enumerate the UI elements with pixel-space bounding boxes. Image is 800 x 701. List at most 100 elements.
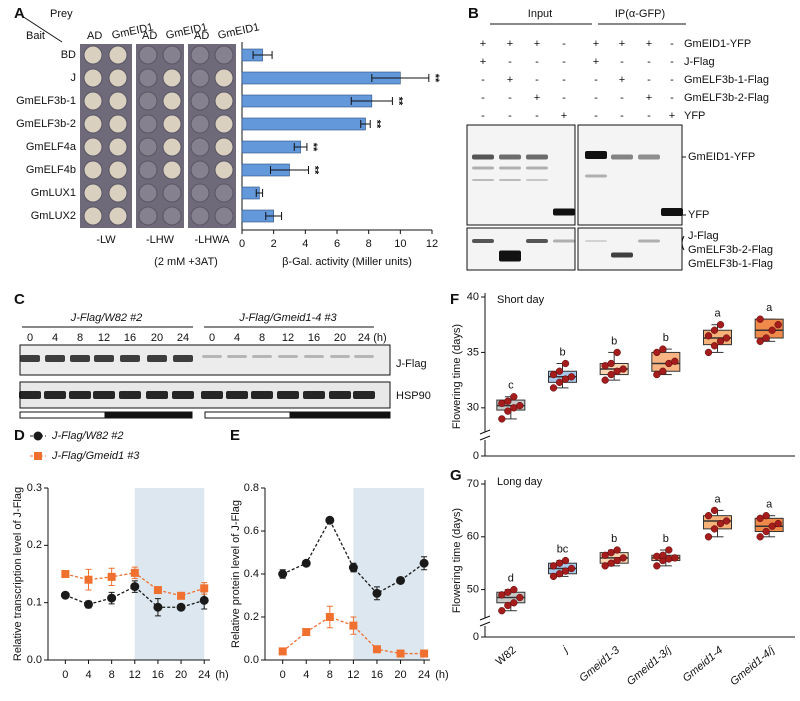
data-point bbox=[200, 584, 209, 593]
data-point bbox=[510, 599, 518, 607]
yeast-spot bbox=[108, 206, 128, 226]
yeast-spot bbox=[162, 114, 182, 134]
x-tick-label: Gmeid1-4 bbox=[681, 644, 726, 684]
x-tick-label: 8 bbox=[327, 669, 333, 681]
data-point bbox=[153, 586, 162, 595]
error-bar bbox=[252, 51, 273, 59]
axis-break bbox=[479, 429, 491, 441]
error-bar bbox=[265, 212, 283, 220]
sign: - bbox=[508, 92, 512, 104]
data-point bbox=[762, 527, 770, 536]
data-point bbox=[756, 315, 764, 323]
data-point bbox=[567, 564, 576, 573]
band bbox=[499, 166, 521, 170]
x-tick-label: 0 bbox=[239, 238, 245, 250]
construct-label: YFP bbox=[684, 110, 705, 122]
column-label: AD bbox=[142, 30, 157, 42]
band bbox=[472, 166, 494, 170]
band bbox=[304, 355, 324, 358]
y-axis-label: Relative transcription level of J-Flag bbox=[12, 487, 24, 661]
sign: - bbox=[620, 92, 624, 104]
data-point bbox=[419, 558, 429, 568]
data-point bbox=[549, 572, 558, 581]
x-tick-label: 8 bbox=[366, 238, 372, 250]
data-point bbox=[84, 575, 93, 584]
bar bbox=[241, 117, 366, 131]
error-bar bbox=[360, 120, 371, 128]
sign: + bbox=[480, 38, 486, 50]
band bbox=[44, 391, 66, 399]
band bbox=[499, 154, 521, 160]
construct-label: J-Flag bbox=[684, 56, 715, 68]
row-label: GmELF4b bbox=[26, 164, 76, 176]
yeast-spot bbox=[190, 160, 210, 180]
blot bbox=[466, 227, 576, 271]
panel-label: D bbox=[14, 427, 25, 444]
sign: - bbox=[508, 110, 512, 122]
band bbox=[472, 154, 494, 160]
data-point bbox=[768, 326, 776, 334]
band bbox=[553, 239, 575, 243]
sign: + bbox=[561, 110, 567, 122]
bait-label: Bait bbox=[26, 30, 45, 42]
time-label: 0 bbox=[209, 332, 215, 344]
significance-letter: a bbox=[766, 499, 773, 511]
band bbox=[45, 355, 65, 362]
band bbox=[353, 391, 375, 399]
x-tick-label: 0 bbox=[280, 669, 286, 681]
sign: - bbox=[647, 110, 651, 122]
band bbox=[585, 151, 607, 159]
sign: - bbox=[535, 56, 539, 68]
data-point bbox=[504, 588, 512, 596]
time-label: 24 bbox=[177, 332, 189, 344]
band-label: J-Flag bbox=[688, 230, 719, 242]
chart-title: Short day bbox=[497, 294, 545, 306]
data-point bbox=[84, 599, 93, 609]
time-label: 8 bbox=[259, 332, 265, 344]
row-label: BD bbox=[61, 49, 76, 61]
legend-label: J-Flag/W82 #2 bbox=[51, 430, 124, 442]
sign: + bbox=[534, 92, 540, 104]
y-tick-label: 40 bbox=[467, 291, 479, 303]
yeast-spot bbox=[138, 91, 158, 111]
band bbox=[526, 166, 548, 170]
yeast-spot bbox=[214, 114, 234, 134]
x-axis-label: β-Gal. activity (Miller units) bbox=[282, 256, 412, 268]
band bbox=[526, 154, 548, 160]
sign: - bbox=[535, 110, 539, 122]
band bbox=[472, 179, 494, 181]
x-tick-label: j bbox=[559, 644, 571, 656]
y-tick-label: 0.2 bbox=[244, 611, 259, 623]
data-point bbox=[498, 607, 506, 615]
data-point bbox=[613, 546, 621, 554]
yeast-spot bbox=[190, 68, 210, 88]
x-tick-label: 4 bbox=[302, 238, 308, 250]
data-point bbox=[716, 337, 725, 345]
significance-letter: b bbox=[559, 346, 565, 358]
band bbox=[226, 391, 248, 399]
data-point bbox=[561, 359, 570, 368]
sign: - bbox=[670, 38, 674, 50]
band bbox=[354, 355, 374, 358]
band bbox=[638, 154, 660, 160]
data-point bbox=[756, 337, 764, 345]
data-point bbox=[704, 512, 713, 520]
x-tick-label: 4 bbox=[85, 669, 91, 681]
yeast-spot bbox=[162, 91, 182, 111]
yeast-spot bbox=[83, 45, 103, 65]
time-label: 20 bbox=[334, 332, 346, 344]
time-label: 4 bbox=[52, 332, 58, 344]
data-point bbox=[756, 514, 764, 522]
data-point bbox=[653, 348, 661, 357]
data-point bbox=[756, 533, 764, 541]
sign: + bbox=[619, 38, 625, 50]
significance: ** bbox=[393, 97, 405, 106]
yeast-spot bbox=[214, 183, 234, 203]
band bbox=[147, 355, 167, 362]
data-point bbox=[704, 332, 713, 340]
light-dark-bar bbox=[289, 411, 391, 419]
panel-label: F bbox=[450, 291, 459, 308]
legend-marker bbox=[34, 452, 42, 460]
axes bbox=[484, 480, 795, 638]
